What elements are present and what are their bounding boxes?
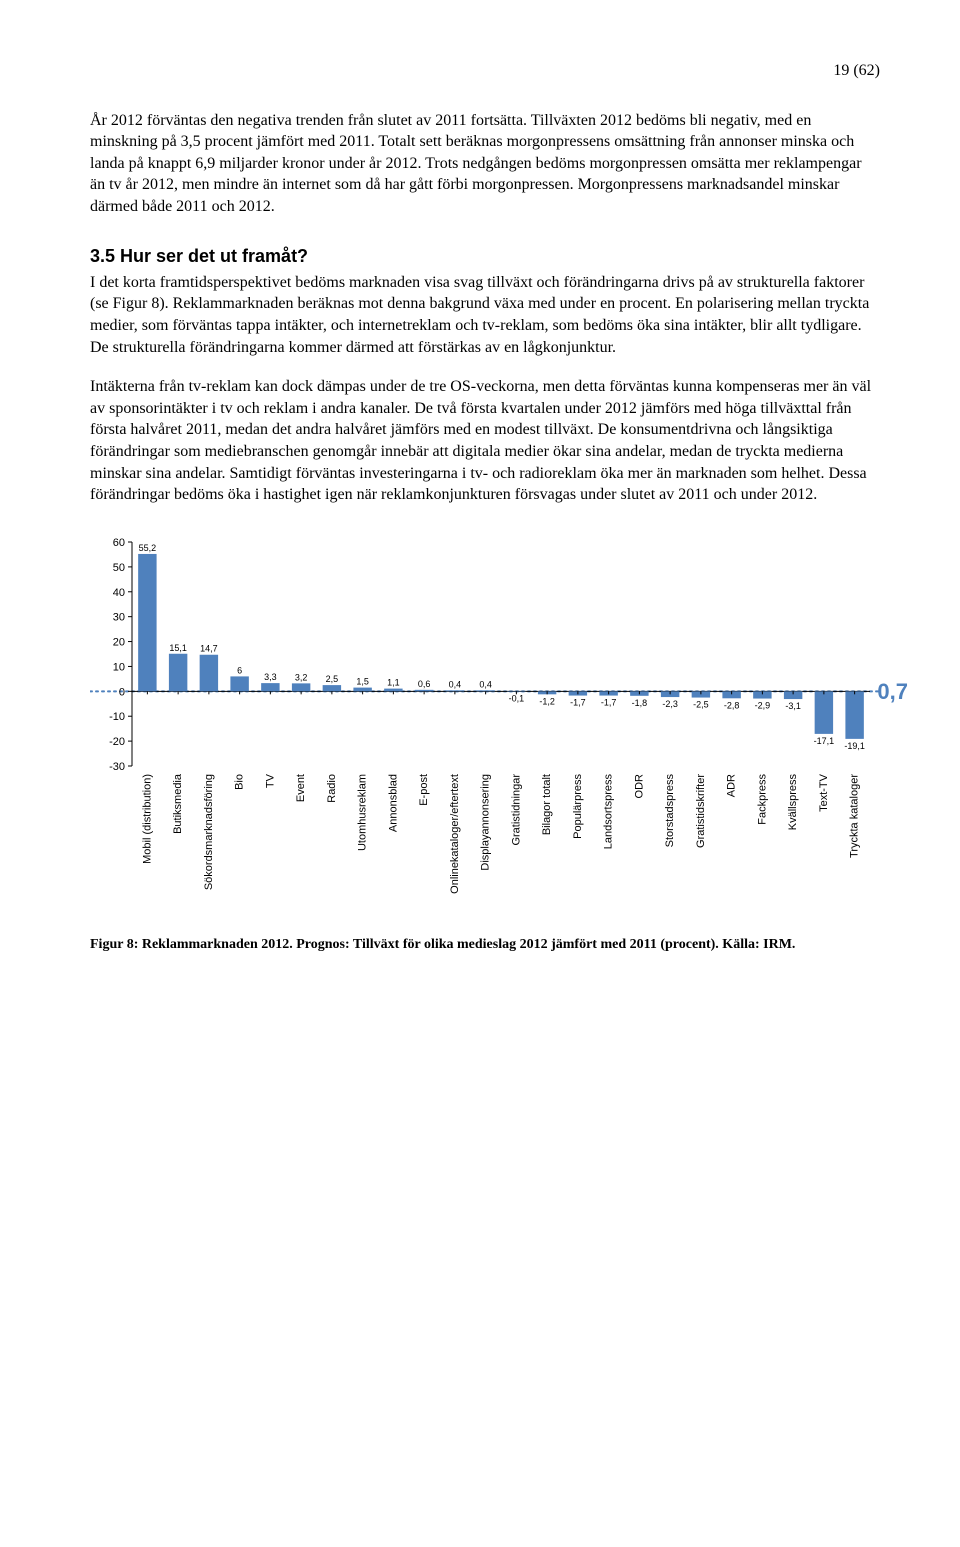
svg-text:E-post: E-post — [418, 774, 430, 806]
svg-text:Gratistidskrifter: Gratistidskrifter — [695, 773, 707, 847]
svg-text:-1,7: -1,7 — [570, 697, 586, 707]
svg-text:Fackpress: Fackpress — [756, 773, 768, 824]
svg-text:3,3: 3,3 — [264, 672, 277, 682]
svg-text:2,5: 2,5 — [326, 674, 339, 684]
svg-text:10: 10 — [113, 661, 125, 673]
chart-side-value: 0,7 — [877, 677, 908, 707]
bar-chart: -30 -20 -10 0 10 20 30 40 50 60 55,2 Mobil (distrib… — [90, 534, 880, 924]
paragraph-3: Intäkterna från tv-reklam kan dock dämpa… — [90, 376, 880, 506]
paragraph-1: År 2012 förväntas den negativa trenden f… — [90, 110, 880, 218]
svg-text:0,4: 0,4 — [479, 679, 492, 689]
figure-caption: Figur 8: Reklammarknaden 2012. Prognos: … — [90, 936, 880, 954]
svg-text:ADR: ADR — [726, 774, 738, 797]
svg-text:-17,1: -17,1 — [814, 736, 835, 746]
svg-text:40: 40 — [113, 587, 125, 599]
svg-text:50: 50 — [113, 562, 125, 574]
svg-text:Bilagor totalt: Bilagor totalt — [541, 774, 553, 835]
svg-text:Event: Event — [295, 774, 307, 802]
svg-text:Utomhusreklam: Utomhusreklam — [357, 774, 369, 851]
svg-text:Gratistidningar: Gratistidningar — [510, 773, 522, 845]
svg-text:-19,1: -19,1 — [844, 741, 865, 751]
svg-text:ODR: ODR — [633, 774, 645, 799]
svg-text:-2,5: -2,5 — [693, 699, 709, 709]
svg-text:-10: -10 — [109, 711, 125, 723]
svg-text:-1,2: -1,2 — [539, 696, 555, 706]
svg-text:Text-TV: Text-TV — [818, 773, 830, 812]
svg-text:Mobil (distribution): Mobil (distribution) — [141, 774, 153, 864]
svg-text:Radio: Radio — [326, 774, 338, 803]
page-number: 19 (62) — [90, 60, 880, 82]
svg-text:30: 30 — [113, 611, 125, 623]
svg-text:Populärpress: Populärpress — [572, 773, 584, 838]
paragraph-2: I det korta framtidsperspektivet bedöms … — [90, 272, 880, 358]
svg-text:-3,1: -3,1 — [785, 701, 801, 711]
svg-text:Bio: Bio — [234, 774, 246, 790]
svg-text:1,5: 1,5 — [356, 676, 369, 686]
svg-text:0,4: 0,4 — [449, 679, 462, 689]
svg-text:Landsortspress: Landsortspress — [603, 773, 615, 849]
svg-text:Tryckta kataloger: Tryckta kataloger — [849, 773, 861, 857]
svg-text:0,6: 0,6 — [418, 679, 431, 689]
svg-text:Onlinekataloger/eftertext: Onlinekataloger/eftertext — [449, 774, 461, 894]
svg-text:Sökordsmarknadsföring: Sökordsmarknadsföring — [203, 774, 215, 890]
chart-container: -30 -20 -10 0 10 20 30 40 50 60 55,2 Mobil (distrib… — [90, 534, 880, 924]
svg-text:-2,8: -2,8 — [724, 700, 740, 710]
svg-text:3,2: 3,2 — [295, 672, 308, 682]
svg-text:Annonsblad: Annonsblad — [387, 774, 399, 832]
svg-text:6: 6 — [237, 665, 242, 675]
svg-text:Butiksmedia: Butiksmedia — [172, 773, 184, 834]
svg-text:20: 20 — [113, 636, 125, 648]
svg-text:15,1: 15,1 — [169, 643, 187, 653]
svg-text:Storstadspress: Storstadspress — [664, 773, 676, 847]
svg-text:14,7: 14,7 — [200, 644, 218, 654]
section-heading: 3.5 Hur ser det ut framåt? — [90, 244, 880, 268]
svg-text:-2,3: -2,3 — [662, 699, 678, 709]
svg-text:55,2: 55,2 — [139, 543, 157, 553]
svg-text:-1,7: -1,7 — [601, 697, 617, 707]
svg-text:TV: TV — [264, 773, 276, 788]
svg-text:Kvällspress: Kvällspress — [787, 773, 799, 830]
svg-text:-30: -30 — [109, 761, 125, 773]
svg-text:-2,9: -2,9 — [755, 700, 771, 710]
svg-text:60: 60 — [113, 537, 125, 549]
svg-text:0: 0 — [119, 686, 125, 698]
svg-text:1,1: 1,1 — [387, 677, 400, 687]
svg-text:-1,8: -1,8 — [632, 698, 648, 708]
svg-text:-0,1: -0,1 — [509, 693, 525, 703]
svg-text:Displayannonsering: Displayannonsering — [480, 774, 492, 871]
svg-text:-20: -20 — [109, 736, 125, 748]
